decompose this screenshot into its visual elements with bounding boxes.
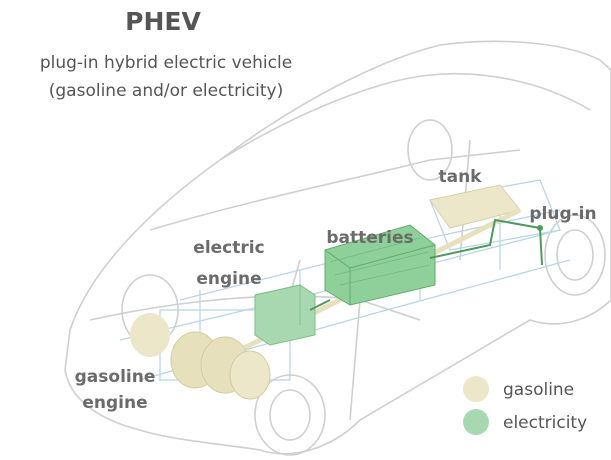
subtitle: (gasoline and/or electricity) — [49, 81, 283, 101]
label: plug-in — [529, 204, 596, 224]
label: electric — [193, 238, 264, 258]
label: engine — [196, 269, 261, 289]
diagram: PHEV plug-in hybrid electric vehicle (ga… — [0, 0, 611, 460]
subtitle: plug-in hybrid electric vehicle — [40, 53, 292, 73]
legend-swatch — [463, 409, 489, 435]
legend-label: gasoline — [503, 380, 574, 400]
label: tank — [438, 167, 482, 187]
legend-label: electricity — [503, 413, 587, 433]
label: gasoline — [75, 367, 156, 387]
electric-engine — [255, 285, 315, 345]
label: engine — [82, 393, 147, 413]
legend-swatch — [463, 376, 489, 402]
title: PHEV — [125, 7, 201, 36]
label: batteries — [326, 228, 413, 248]
